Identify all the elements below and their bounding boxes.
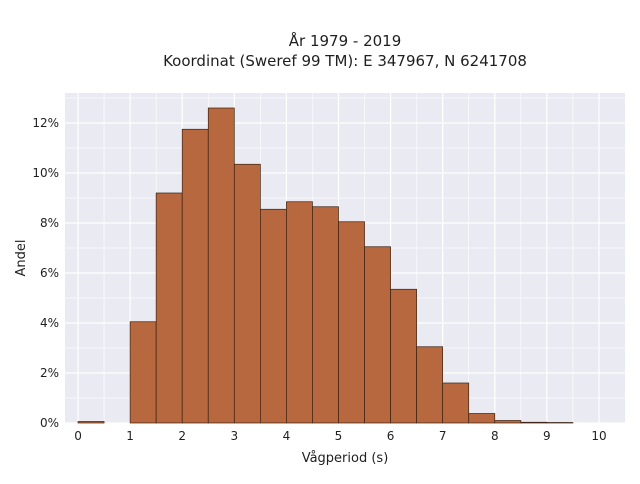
x-tick-label: 7 [439,429,447,443]
chart-title: År 1979 - 2019 [289,31,402,50]
histogram-bar [442,382,470,424]
y-axis-ticks: 0% 2% 4% 6% 8% 10% 12% [32,116,59,430]
histogram-bar [155,192,183,424]
histogram-bar [312,206,339,424]
x-tick-label: 9 [543,429,551,443]
x-tick-label: 5 [335,429,343,443]
histogram-bar [77,421,105,424]
x-tick-label: 1 [126,429,134,443]
histogram-bar [494,420,522,424]
histogram-bar [286,201,313,424]
y-tick-label: 12% [32,116,59,130]
x-tick-label: 10 [591,429,606,443]
bars [77,107,574,424]
histogram-bar [520,421,548,424]
histogram-bar [207,107,235,424]
histogram-bar [468,413,496,424]
x-axis-label: Vågperiod (s) [302,451,389,466]
y-tick-label: 4% [40,316,59,330]
histogram-bar [546,422,574,424]
x-tick-label: 3 [230,429,238,443]
y-tick-label: 6% [40,266,59,280]
histogram-bar [259,208,287,424]
y-axis-label: Andel [14,240,29,277]
histogram-bar [364,246,391,424]
histogram-bar [338,221,365,424]
histogram-bar [416,346,444,424]
x-axis-ticks: 0 1 2 3 4 5 6 7 8 9 10 [74,429,606,443]
x-tick-label: 2 [178,429,186,443]
y-tick-label: 2% [40,366,59,380]
y-tick-label: 8% [40,216,59,230]
x-tick-label: 0 [74,429,82,443]
x-tick-label: 8 [491,429,499,443]
histogram-bar [129,321,157,424]
chart-subtitle: Koordinat (Sweref 99 TM): E 347967, N 62… [163,52,527,70]
x-tick-label: 6 [387,429,395,443]
y-tick-label: 0% [40,416,59,430]
histogram-bar [181,128,209,424]
x-tick-label: 4 [283,429,291,443]
histogram-bar [233,163,261,424]
histogram-bar [390,288,417,424]
y-tick-label: 10% [32,166,59,180]
